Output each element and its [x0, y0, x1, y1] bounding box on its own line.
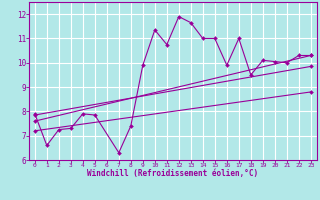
X-axis label: Windchill (Refroidissement éolien,°C): Windchill (Refroidissement éolien,°C) [87, 169, 258, 178]
